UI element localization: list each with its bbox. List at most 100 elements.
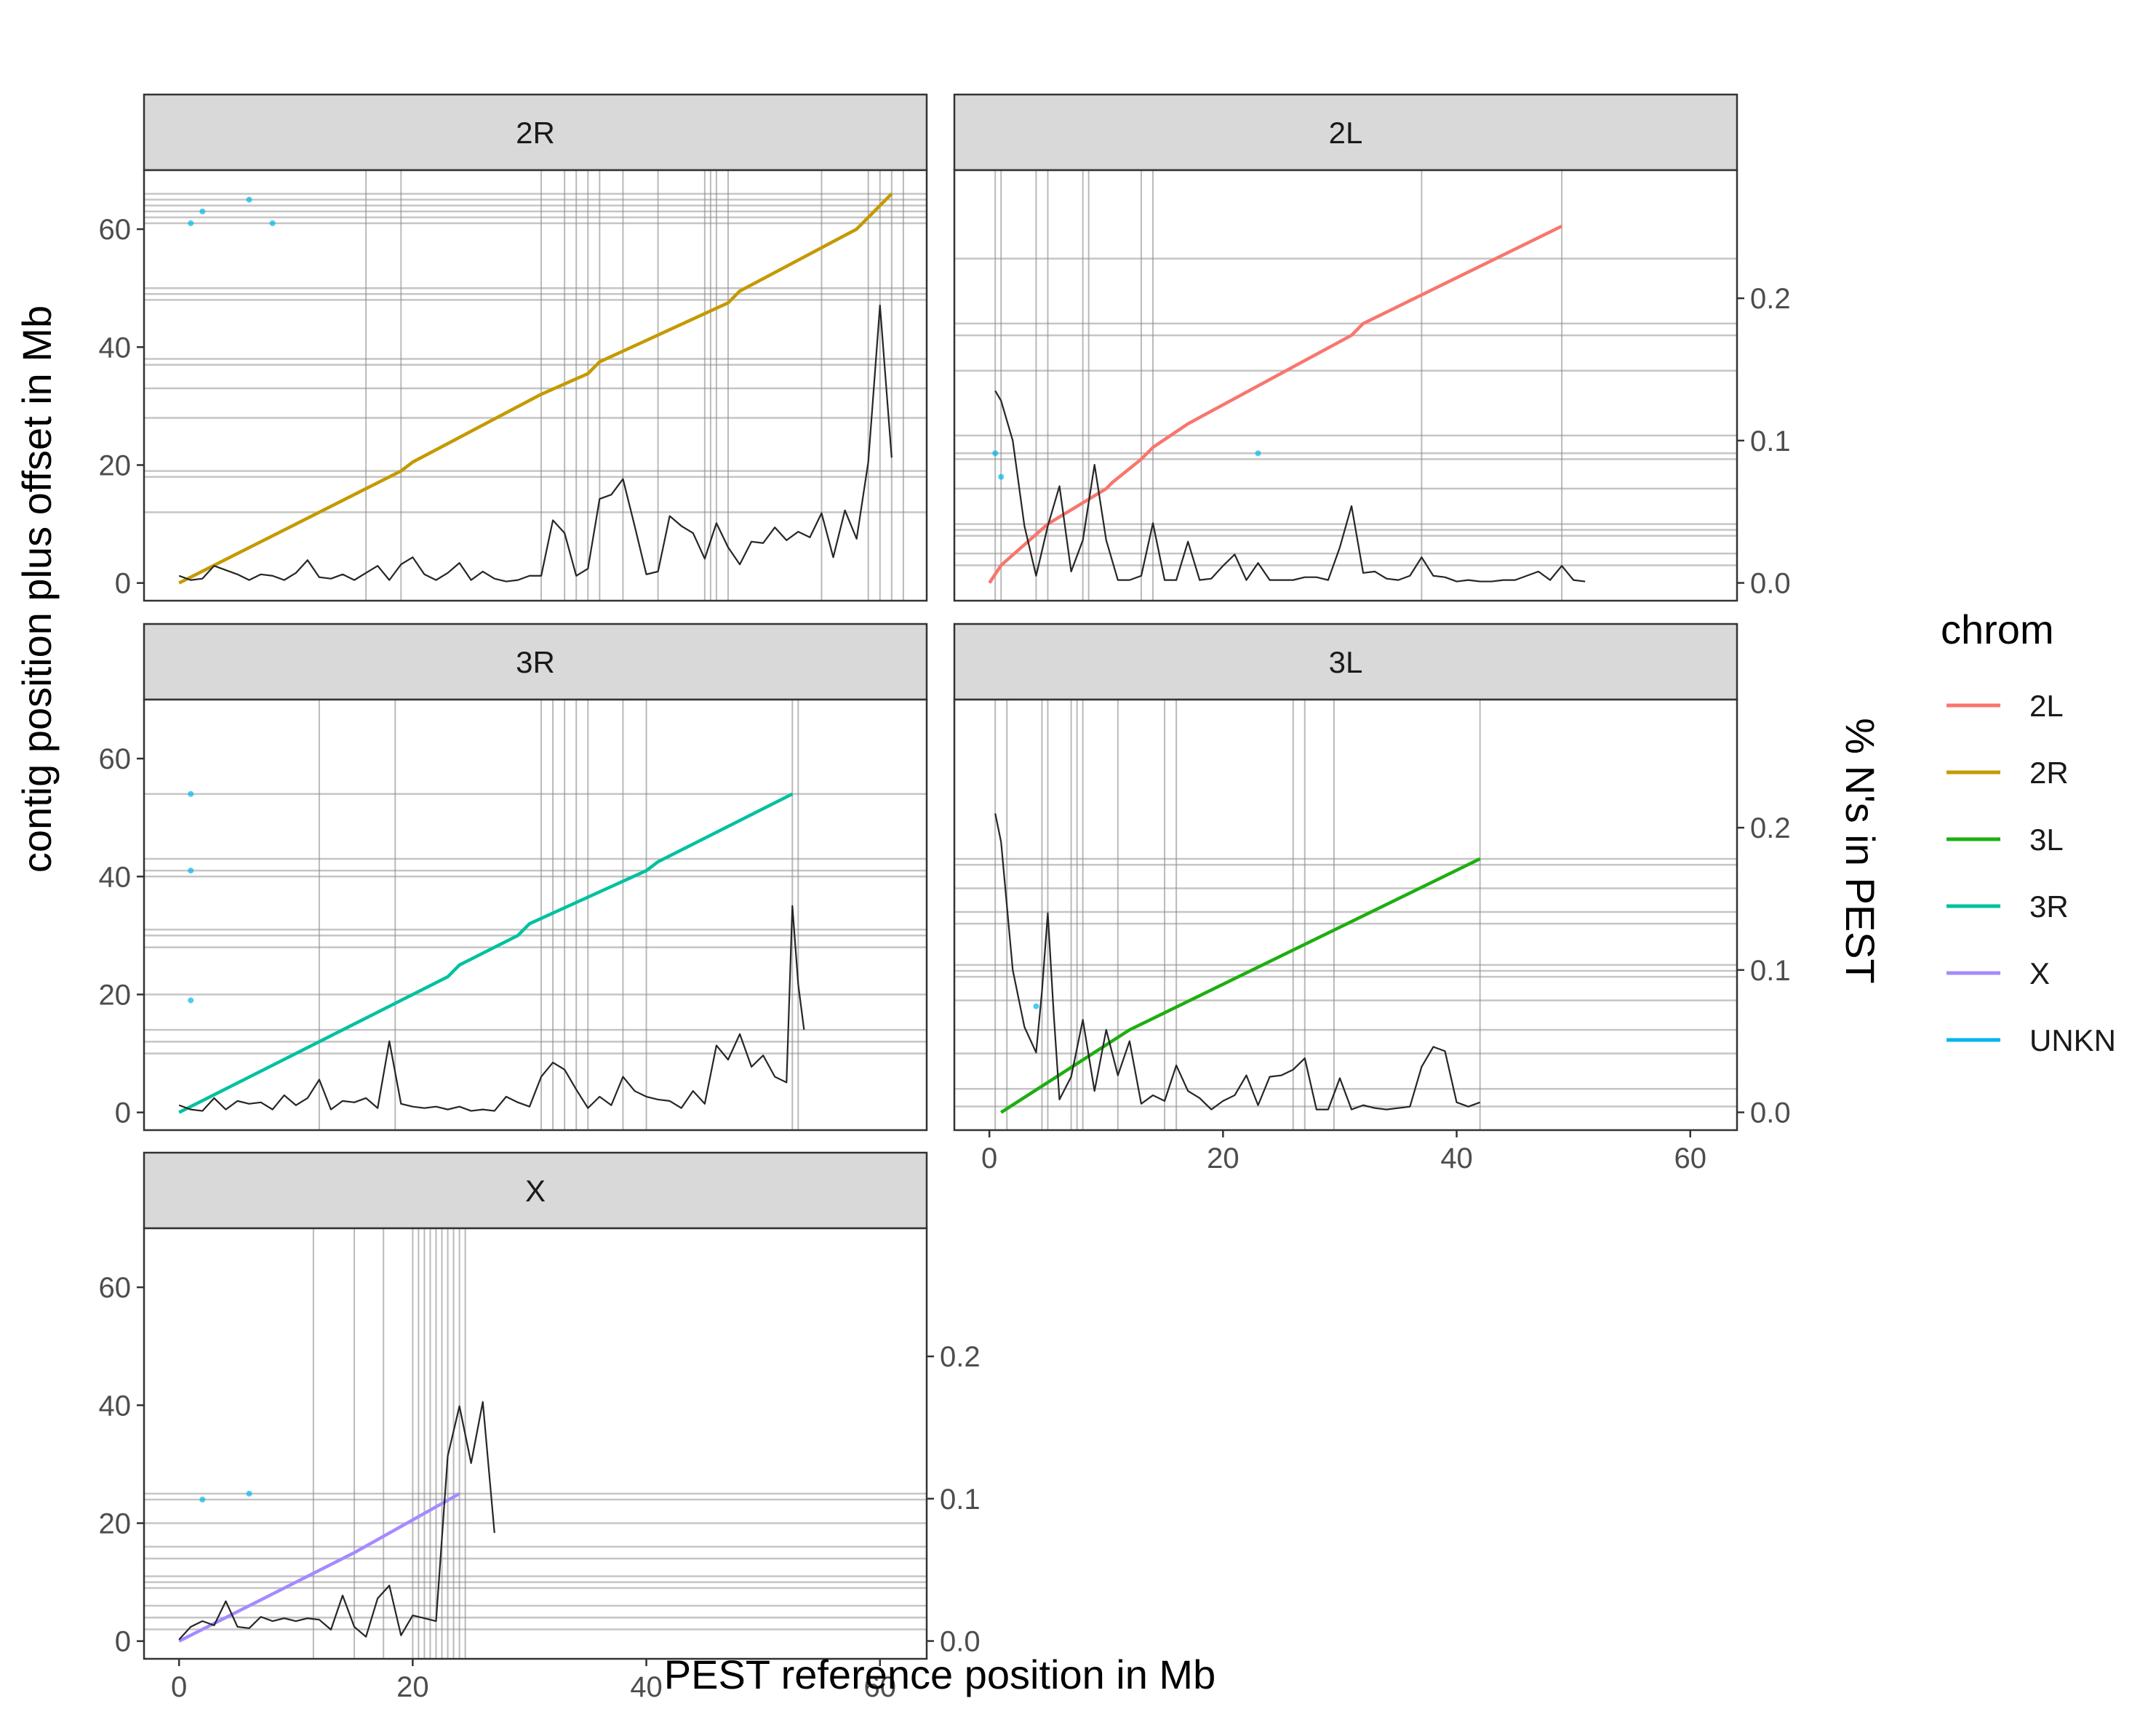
n-fraction-line: [994, 390, 1586, 583]
unkn-point: [992, 450, 999, 457]
y2-tick-label: 0.1: [1750, 955, 1791, 987]
y-tick-label: 0: [115, 1097, 131, 1129]
facet-panel-2l: 2L 0.0 0.1 0.2: [953, 93, 1791, 602]
strip-label: 2L: [1329, 116, 1363, 150]
legend-label: 2L: [2029, 689, 2064, 723]
legend-label: 3R: [2029, 889, 2069, 924]
panel-border: [953, 698, 1738, 1132]
alignment-line-3l: [1000, 857, 1481, 1114]
panel-background: [144, 170, 927, 601]
panel-plot-area: [954, 170, 1737, 601]
x-tick-label: 60: [864, 1671, 897, 1703]
alignment-line-2r: [178, 192, 893, 585]
y2-tick-label: 0.1: [1750, 425, 1791, 457]
n-fraction-line: [994, 813, 1481, 1110]
unkn-point: [188, 868, 194, 874]
x-tick-label: 60: [1674, 1142, 1707, 1174]
y-tick-label: 40: [99, 332, 132, 364]
y2-tick-label: 0.2: [1750, 812, 1791, 844]
panel-plot-area: [144, 700, 927, 1130]
strip-background: [143, 1151, 928, 1230]
y2-tick-label: 0.1: [940, 1484, 981, 1516]
strip-label: 3R: [516, 645, 555, 679]
unkn-point: [199, 208, 206, 215]
unkn-point: [199, 1497, 206, 1503]
y-tick-label: 20: [99, 449, 132, 481]
n-fraction-line: [178, 1401, 495, 1641]
x-axis-title: PEST reference position in Mb: [664, 1652, 1215, 1697]
legend-entries: 2L 2R 3L 3R X UNKN: [1947, 689, 2116, 1057]
facet-panel-3r: 3R 0 20 40 60: [99, 623, 928, 1132]
panel-plot-area: [144, 170, 927, 601]
n-fraction-line: [178, 905, 805, 1112]
unkn-point: [1033, 1003, 1039, 1009]
x-tick-label: 40: [1440, 1142, 1473, 1174]
strip-label: X: [525, 1174, 546, 1208]
facet-panels: 2R 0 20 40 60 2L 0.0 0.1 0.2 3R 0 20 40 60 3L 0.0 0.1 0.2…: [99, 93, 1791, 1703]
panel-background: [144, 1228, 927, 1659]
strip-background: [143, 623, 928, 701]
y-tick-label: 0: [115, 568, 131, 600]
x-tick-label: 20: [396, 1671, 429, 1703]
legend-entry-unkn: UNKN: [1947, 1023, 2116, 1057]
legend-entry-2r: 2R: [1947, 756, 2069, 790]
strip-label: 3L: [1329, 645, 1363, 679]
panel-plot-area: [954, 700, 1737, 1130]
legend-label: 2R: [2029, 756, 2069, 790]
unkn-point: [1255, 450, 1261, 457]
y-tick-label: 40: [99, 1390, 132, 1422]
unkn-point: [998, 473, 1005, 480]
strip-label: 2R: [516, 116, 555, 150]
panel-border: [953, 169, 1738, 602]
alignment-line-2l: [988, 225, 1563, 584]
unkn-point: [188, 997, 194, 1004]
y2-tick-label: 0.2: [940, 1341, 981, 1373]
facet-panel-3l: 3L 0.0 0.1 0.2 0 20 40 60: [953, 623, 1791, 1174]
y-tick-label: 0: [115, 1626, 131, 1658]
strip-background: [953, 623, 1738, 701]
y2-axis-title: % N's in PEST: [1837, 718, 1883, 983]
alignment-line-x: [178, 1492, 460, 1643]
y2-tick-label: 0.0: [1750, 1097, 1791, 1129]
y-tick-label: 20: [99, 1508, 132, 1540]
x-tick-label: 0: [171, 1671, 187, 1703]
y-tick-label: 20: [99, 979, 132, 1011]
panel-border: [143, 1227, 928, 1660]
legend-entry-3r: 3R: [1947, 889, 2069, 924]
panel-background: [144, 700, 927, 1130]
panel-border: [143, 169, 928, 602]
legend-entry-x: X: [1947, 956, 2050, 990]
y-tick-label: 40: [99, 861, 132, 893]
x-tick-label: 0: [981, 1142, 997, 1174]
legend: chrom 2L 2R 3L 3R X UNKN: [1941, 607, 2116, 1057]
unkn-point: [246, 196, 252, 203]
y2-tick-label: 0.0: [1750, 568, 1791, 600]
unkn-point: [188, 791, 194, 797]
y2-tick-label: 0.2: [1750, 283, 1791, 315]
unkn-point: [269, 220, 276, 226]
n-fraction-line: [178, 304, 893, 583]
alignment-line-3r: [178, 792, 794, 1114]
x-tick-label: 40: [630, 1671, 663, 1703]
legend-label: UNKN: [2029, 1023, 2116, 1057]
y-axis-title: contig position plus offset in Mb: [14, 305, 60, 873]
legend-entry-2l: 2L: [1947, 689, 2064, 723]
legend-entry-3l: 3L: [1947, 823, 2064, 857]
legend-label: 3L: [2029, 823, 2064, 857]
strip-background: [953, 93, 1738, 172]
unkn-point: [246, 1490, 252, 1497]
y-tick-label: 60: [99, 1272, 132, 1304]
unkn-point: [188, 220, 194, 226]
y-tick-label: 60: [99, 214, 132, 246]
x-tick-label: 20: [1207, 1142, 1239, 1174]
legend-title: chrom: [1941, 607, 2054, 652]
facet-panel-x: X 0 20 40 60 0.0 0.1 0.2 0 20 40 60: [99, 1151, 981, 1703]
panel-border: [143, 698, 928, 1132]
strip-background: [143, 93, 928, 172]
facet-panel-2r: 2R 0 20 40 60: [99, 93, 928, 602]
y2-tick-label: 0.0: [940, 1626, 981, 1658]
y-tick-label: 60: [99, 743, 132, 775]
legend-label: X: [2029, 956, 2050, 990]
panel-plot-area: [144, 1228, 927, 1659]
